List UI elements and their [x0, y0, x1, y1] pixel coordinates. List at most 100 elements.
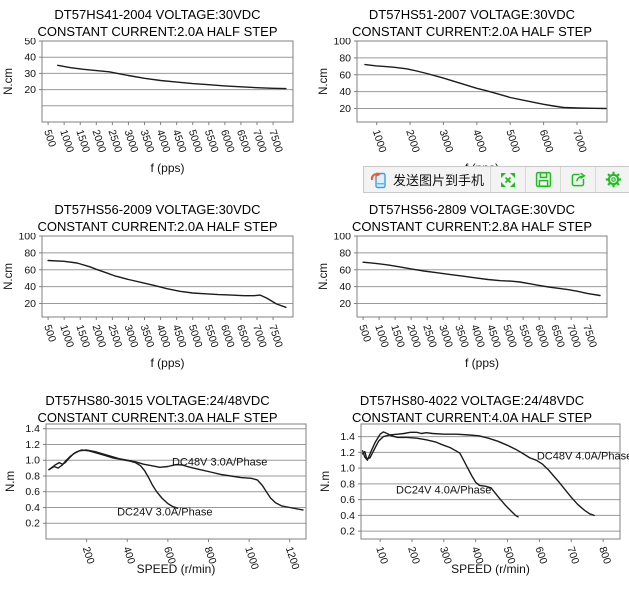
svg-text:N.cm: N.cm [318, 68, 330, 95]
svg-text:6500: 6500 [234, 323, 253, 349]
svg-text:60: 60 [24, 264, 36, 276]
chart-title-line2: CONSTANT CURRENT:2.8A HALF STEP [351, 219, 593, 234]
share-button[interactable] [560, 167, 595, 192]
svg-text:700: 700 [564, 545, 581, 566]
chart-title: DT57HS80-3015 VOLTAGE:24/48VDC CONSTANT … [0, 390, 315, 425]
svg-text:400: 400 [469, 545, 486, 566]
gear-icon [605, 171, 622, 188]
svg-text:N.cm: N.cm [318, 263, 330, 290]
svg-text:4500: 4500 [170, 323, 189, 349]
svg-text:100: 100 [333, 233, 351, 243]
svg-text:40: 40 [24, 281, 36, 293]
svg-text:100: 100 [333, 38, 351, 48]
svg-text:200: 200 [80, 545, 97, 566]
chart-cell-dt57hs56-2809: DT57HS56-2809 VOLTAGE:30VDC CONSTANT CUR… [315, 195, 629, 390]
svg-text:f (pps): f (pps) [465, 356, 499, 370]
svg-text:3500: 3500 [138, 323, 157, 349]
svg-text:f (pps): f (pps) [150, 356, 184, 370]
line-chart-canvas: 20 30 40 50 500 10001500200025003000350040004… [3, 38, 294, 175]
svg-text:80: 80 [24, 247, 36, 259]
chart-cell-dt57hs80-3015: DT57HS80-3015 VOLTAGE:24/48VDC CONSTANT … [0, 390, 315, 594]
svg-text:5000: 5000 [186, 128, 205, 154]
svg-text:2000: 2000 [404, 323, 423, 349]
settings-button[interactable] [595, 167, 629, 192]
svg-text:800: 800 [596, 545, 613, 566]
svg-text:1500: 1500 [73, 128, 92, 154]
chart-title-line2: CONSTANT CURRENT:2.0A HALF STEP [37, 24, 278, 39]
svg-text:60: 60 [339, 69, 351, 81]
svg-text:N.m: N.m [5, 471, 17, 492]
svg-text:1.0: 1.0 [340, 463, 355, 475]
svg-text:80: 80 [339, 247, 351, 259]
chart-title: DT57HS56-2009 VOLTAGE:30VDC CONSTANT CUR… [0, 195, 315, 234]
svg-text:5000: 5000 [503, 128, 522, 154]
svg-text:40: 40 [24, 52, 36, 64]
save-button[interactable] [525, 167, 560, 192]
chart-title-line1: DT57HS80-4022 VOLTAGE:24/48VDC [359, 393, 585, 408]
chart-title-line2: CONSTANT CURRENT:4.0A HALF STEP [351, 410, 593, 425]
expand-arrows-icon [500, 172, 516, 188]
share-arrow-icon [570, 171, 587, 188]
svg-text:20: 20 [339, 298, 351, 310]
send-to-phone-button[interactable]: 发送图片到手机 [364, 167, 490, 192]
svg-text:1200: 1200 [283, 545, 302, 571]
phone-with-arrow-icon [370, 170, 387, 189]
svg-text:2500: 2500 [106, 128, 125, 154]
svg-text:6000: 6000 [218, 323, 237, 349]
svg-text:5000: 5000 [500, 323, 519, 349]
chart-cell-dt57hs51-2007: DT57HS51-2007 VOLTAGE:30VDC CONSTANT CUR… [315, 0, 629, 195]
svg-text:600: 600 [161, 545, 178, 566]
svg-text:6500: 6500 [234, 128, 253, 154]
svg-text:1500: 1500 [73, 323, 92, 349]
line-chart-canvas: 20 40 60 80 100 1000 2000 3000 4000 5000 6000 7000 N… [318, 38, 608, 175]
svg-text:30: 30 [24, 68, 36, 80]
svg-text:2000: 2000 [403, 128, 422, 154]
svg-text:2000: 2000 [89, 323, 108, 349]
svg-text:7500: 7500 [266, 128, 285, 154]
chart-title-line1: DT57HS41-2004 VOLTAGE:30VDC [54, 7, 261, 22]
svg-text:300: 300 [437, 545, 454, 566]
line-chart-canvas: 0.2 0.4 0.6 0.8 1.0 1.2 1.4 100 200 300 400 500 600 7… [320, 423, 629, 576]
svg-text:DC48V 3.0A/Phase: DC48V 3.0A/Phase [172, 457, 267, 469]
svg-text:60: 60 [339, 264, 351, 276]
svg-text:0.2: 0.2 [25, 518, 40, 530]
svg-text:1.2: 1.2 [340, 447, 355, 459]
svg-text:3500: 3500 [138, 128, 157, 154]
chart-title: DT57HS80-4022 VOLTAGE:24/48VDC CONSTANT … [315, 390, 629, 425]
chart-title-line1: DT57HS56-2809 VOLTAGE:30VDC [368, 202, 576, 217]
svg-text:3000: 3000 [122, 128, 141, 154]
svg-text:50: 50 [24, 38, 36, 48]
svg-text:0.4: 0.4 [340, 510, 355, 522]
svg-text:1000: 1000 [57, 323, 76, 349]
svg-text:400: 400 [120, 545, 137, 566]
svg-text:DC24V 4.0A/Phase: DC24V 4.0A/Phase [396, 484, 491, 496]
svg-text:600: 600 [533, 545, 550, 566]
svg-text:6500: 6500 [548, 323, 567, 349]
chart-title: DT57HS51-2007 VOLTAGE:30VDC CONSTANT CUR… [315, 0, 629, 39]
svg-text:2500: 2500 [106, 323, 125, 349]
svg-text:20: 20 [24, 298, 36, 310]
chart-title-line2: CONSTANT CURRENT:2.0A HALF STEP [37, 219, 278, 234]
svg-text:6000: 6000 [218, 128, 237, 154]
svg-text:0.8: 0.8 [340, 478, 355, 490]
svg-text:1.2: 1.2 [25, 439, 40, 451]
svg-text:3500: 3500 [452, 323, 471, 349]
svg-text:5500: 5500 [202, 128, 221, 154]
svg-text:1000: 1000 [242, 545, 261, 571]
svg-text:200: 200 [405, 545, 422, 566]
fullscreen-button[interactable] [490, 167, 525, 192]
chart-cell-dt57hs80-4022: DT57HS80-4022 VOLTAGE:24/48VDC CONSTANT … [315, 390, 629, 594]
svg-text:N.cm: N.cm [3, 263, 15, 290]
svg-text:1.4: 1.4 [25, 423, 40, 435]
svg-text:1000: 1000 [57, 128, 76, 154]
svg-text:3000: 3000 [122, 323, 141, 349]
svg-text:1.4: 1.4 [340, 431, 355, 443]
svg-text:0.6: 0.6 [25, 486, 40, 498]
chart-title-line1: DT57HS56-2009 VOLTAGE:30VDC [54, 202, 261, 217]
svg-text:f (pps): f (pps) [150, 161, 184, 175]
svg-text:7000: 7000 [570, 128, 589, 154]
svg-text:4000: 4000 [154, 323, 173, 349]
svg-text:800: 800 [202, 545, 219, 566]
